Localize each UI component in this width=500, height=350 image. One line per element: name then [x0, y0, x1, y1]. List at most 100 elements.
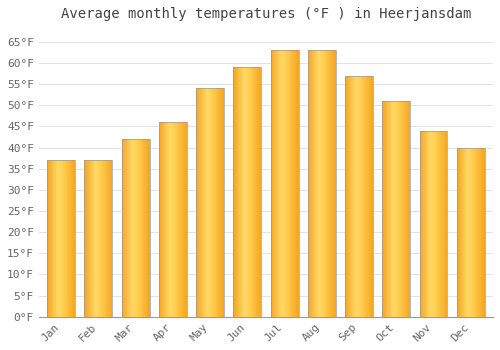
Bar — [320, 50, 321, 317]
Bar — [406, 101, 407, 317]
Bar — [274, 50, 275, 317]
Bar — [430, 131, 431, 317]
Bar — [356, 76, 357, 317]
Bar — [312, 50, 313, 317]
Bar — [288, 50, 289, 317]
Bar — [235, 67, 236, 317]
Bar — [244, 67, 245, 317]
Bar — [209, 88, 210, 317]
Bar — [291, 50, 292, 317]
Bar — [324, 50, 325, 317]
Bar — [51, 160, 52, 317]
Bar — [170, 122, 171, 317]
Bar — [364, 76, 365, 317]
Bar — [463, 148, 464, 317]
Bar — [201, 88, 202, 317]
Bar — [129, 139, 130, 317]
Bar — [326, 50, 327, 317]
Bar — [308, 50, 309, 317]
Bar — [482, 148, 483, 317]
Bar — [91, 160, 92, 317]
Bar — [181, 122, 182, 317]
Bar — [148, 139, 149, 317]
Bar — [446, 131, 447, 317]
Bar — [165, 122, 166, 317]
Bar — [325, 50, 326, 317]
Bar — [236, 67, 238, 317]
Bar — [249, 67, 250, 317]
Bar — [241, 67, 242, 317]
Bar — [394, 101, 395, 317]
Bar — [219, 88, 220, 317]
Bar — [64, 160, 65, 317]
Bar — [429, 131, 430, 317]
Bar — [214, 88, 215, 317]
Bar — [423, 131, 424, 317]
Bar — [382, 101, 383, 317]
Bar — [164, 122, 165, 317]
Bar — [462, 148, 463, 317]
Bar — [420, 131, 421, 317]
Bar — [212, 88, 213, 317]
Bar — [437, 131, 438, 317]
Bar — [290, 50, 291, 317]
Bar — [110, 160, 111, 317]
Bar — [216, 88, 217, 317]
Bar — [84, 160, 112, 317]
Bar — [438, 131, 439, 317]
Bar — [313, 50, 314, 317]
Bar — [252, 67, 253, 317]
Bar — [72, 160, 73, 317]
Bar — [65, 160, 66, 317]
Bar — [475, 148, 476, 317]
Bar — [367, 76, 368, 317]
Bar — [179, 122, 180, 317]
Bar — [149, 139, 150, 317]
Bar — [139, 139, 140, 317]
Bar — [259, 67, 260, 317]
Bar — [272, 50, 273, 317]
Bar — [474, 148, 475, 317]
Bar — [283, 50, 284, 317]
Bar — [427, 131, 428, 317]
Bar — [147, 139, 148, 317]
Bar — [346, 76, 348, 317]
Bar — [459, 148, 460, 317]
Bar — [399, 101, 400, 317]
Bar — [260, 67, 262, 317]
Bar — [362, 76, 363, 317]
Bar — [105, 160, 106, 317]
Bar — [248, 67, 249, 317]
Bar — [89, 160, 90, 317]
Bar — [315, 50, 316, 317]
Bar — [271, 50, 272, 317]
Bar — [351, 76, 352, 317]
Bar — [366, 76, 367, 317]
Title: Average monthly temperatures (°F ) in Heerjansdam: Average monthly temperatures (°F ) in He… — [60, 7, 471, 21]
Bar — [389, 101, 390, 317]
Bar — [84, 160, 85, 317]
Bar — [355, 76, 356, 317]
Bar — [395, 101, 396, 317]
Bar — [127, 139, 128, 317]
Bar — [275, 50, 276, 317]
Bar — [319, 50, 320, 317]
Bar — [476, 148, 477, 317]
Bar — [71, 160, 72, 317]
Bar — [323, 50, 324, 317]
Bar — [458, 148, 459, 317]
Bar — [470, 148, 472, 317]
Bar — [206, 88, 208, 317]
Bar — [130, 139, 131, 317]
Bar — [135, 139, 136, 317]
Bar — [256, 67, 257, 317]
Bar — [182, 122, 183, 317]
Bar — [210, 88, 211, 317]
Bar — [143, 139, 144, 317]
Bar — [161, 122, 162, 317]
Bar — [245, 67, 246, 317]
Bar — [457, 148, 484, 317]
Bar — [478, 148, 479, 317]
Bar — [287, 50, 288, 317]
Bar — [124, 139, 125, 317]
